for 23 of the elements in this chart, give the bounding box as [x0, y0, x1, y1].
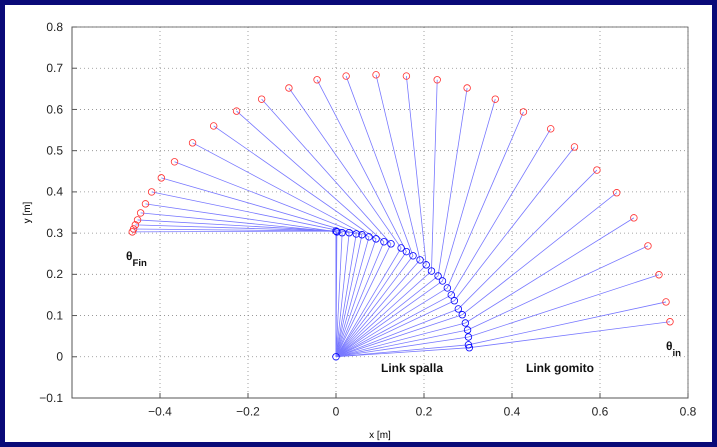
- x-tick-label: −0.4: [148, 404, 172, 419]
- y-tick-label: 0.6: [46, 102, 64, 116]
- x-tick-label: 0.6: [592, 404, 609, 419]
- y-tick-label: 0: [56, 350, 64, 364]
- annotation: Link spalla: [381, 361, 444, 375]
- y-axis-title: y [m]: [22, 201, 33, 224]
- y-tick-label: 0.4: [46, 184, 64, 199]
- x-tick-label: 0.2: [416, 404, 433, 419]
- x-tick-label: 0: [332, 404, 340, 419]
- y-tick-label: −0.1: [39, 390, 64, 405]
- y-tick-label: 0.8: [46, 20, 64, 34]
- annotation: θ$_{Fin}$: [126, 249, 148, 268]
- y-tick-label: 0.7: [46, 61, 64, 76]
- y-tick-label: 0.2: [46, 267, 64, 282]
- y-tick-label: 0.1: [46, 308, 64, 322]
- y-tick-label: 0.5: [46, 144, 64, 158]
- annotation: θ$_{in}$: [666, 339, 682, 358]
- y-tick-label: 0.3: [46, 226, 64, 240]
- x-tick-label: 0.4: [504, 404, 521, 419]
- x-axis-title: x [m]: [369, 430, 392, 441]
- x-tick-label: 0.8: [680, 404, 697, 419]
- annotation: Link gomito: [526, 361, 594, 375]
- x-tick-label: −0.2: [236, 404, 260, 419]
